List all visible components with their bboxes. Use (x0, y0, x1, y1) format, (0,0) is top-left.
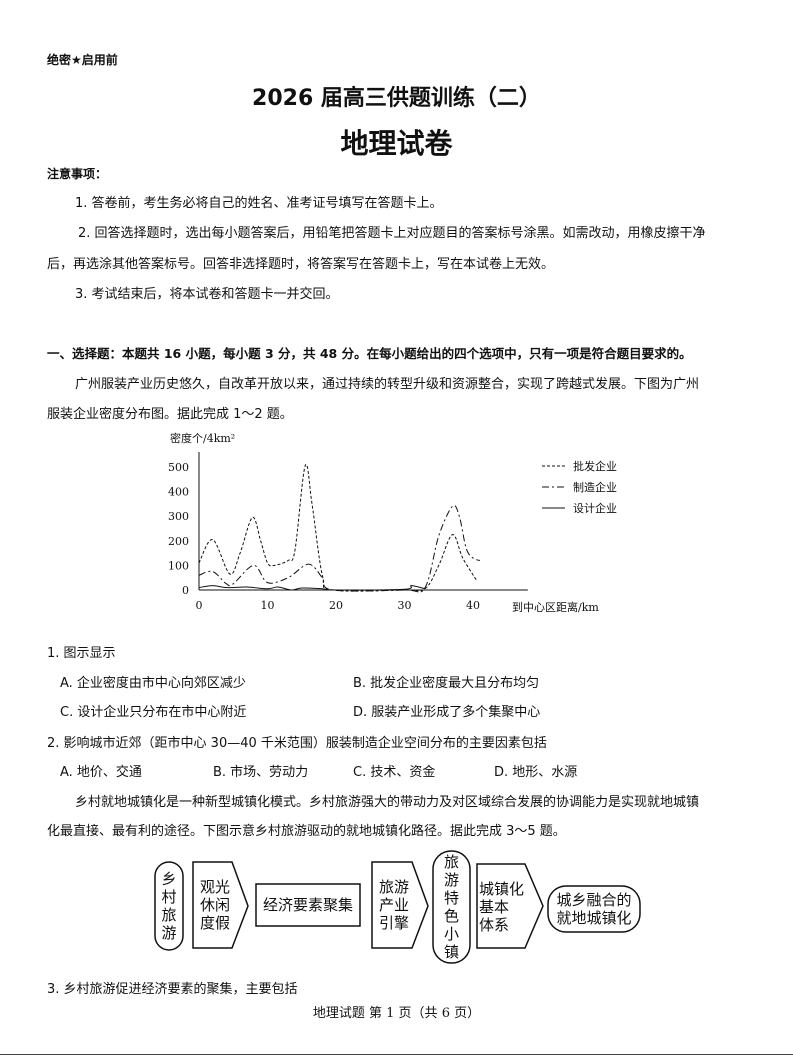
secrecy-label: 绝密★启用前 (47, 53, 118, 67)
intro-paragraph: 广州服装产业历史悠久，自改革开放以来，通过持续的转型升级和资源整合，实现了跨越式… (75, 377, 700, 392)
node-shape (255, 883, 361, 927)
y-axis-label: 密度个/4km² (170, 431, 235, 445)
node-shape (547, 885, 641, 933)
node-leisure: 观光 休闲 度假 (199, 878, 230, 932)
series-line-3 (198, 585, 426, 591)
x-tick-label: 30 (398, 599, 412, 612)
node-tourism-engine: 旅游 产业 引擎 (378, 878, 409, 932)
y-tick-label: 300 (168, 510, 189, 523)
q2-option-d: D. 地形、水源 (494, 765, 578, 780)
question-1-stem: 1. 图示显示 (47, 646, 116, 661)
node-tourism-town: 旅 游 特 色 小 镇 (443, 853, 459, 961)
bottom-rule (0, 1054, 793, 1055)
q2-option-a: A. 地价、交通 (60, 765, 142, 780)
q1-option-b: B. 批发企业密度最大且分布均匀 (353, 676, 540, 691)
question-3-stem: 3. 乡村旅游促进经济要素的聚集，主要包括 (47, 982, 298, 997)
node-urban-rural-integration: 城乡融合的 就地城镇化 (556, 891, 632, 927)
density-line-chart: 0 100 200 300 400 500 0 10 20 30 40 密度个/4km² 到中心区距离/… (168, 431, 617, 614)
q2-option-b: B. 市场、劳动力 (213, 765, 309, 780)
arrow-shape (192, 861, 249, 949)
x-axis-label: 到中心区距离/km (512, 600, 599, 614)
legend-label: 设计企业 (573, 501, 617, 515)
x-tick-label: 0 (196, 599, 203, 612)
question-2-stem: 2. 影响城市近郊（距市中心 30—40 千米范围）服装制造企业空间分布的主要因… (47, 736, 547, 751)
intro-paragraph: 乡村就地城镇化是一种新型城镇化模式。乡村旅游强大的带动力及对区域综合发展的协调能… (75, 795, 700, 810)
series-line-2 (198, 505, 481, 593)
y-tick-label: 500 (168, 461, 189, 474)
exam-title: 2026 届高三供题训练（二） (252, 86, 541, 111)
node-shape (154, 861, 184, 951)
q1-option-c: C. 设计企业只分布在市中心附近 (60, 705, 247, 720)
x-tick-label: 10 (261, 599, 275, 612)
node-rural-tourism: 乡 村 旅 游 (161, 870, 177, 942)
y-tick-label: 200 (168, 535, 189, 548)
node-shape (432, 850, 471, 964)
notice-line: 后，再选涂其他答案标号。回答非选择题时，将答案写在答题卡上，写在本试卷上无效。 (47, 257, 555, 272)
intro-paragraph: 服装企业密度分布图。据此完成 1～2 题。 (47, 407, 293, 422)
notice-heading: 注意事项： (47, 167, 108, 181)
legend-label: 批发企业 (573, 459, 617, 473)
section-heading: 一、选择题：本题共 16 小题，每小题 3 分，共 48 分。在每小题给出的四个… (47, 346, 692, 361)
y-tick-label: 0 (182, 584, 189, 597)
y-tick-label: 100 (168, 559, 189, 572)
subject-title: 地理试卷 (340, 127, 453, 160)
arrow-shape (476, 863, 544, 949)
notice-line: 3. 考试结束后，将本试卷和答题卡一并交回。 (75, 287, 339, 302)
q2-option-c: C. 技术、资金 (353, 765, 436, 780)
node-economic-agglomeration: 经济要素聚集 (262, 896, 353, 914)
q1-option-d: D. 服装产业形成了多个集聚中心 (353, 705, 541, 720)
intro-paragraph: 化最直接、最有利的途径。下图示意乡村旅游驱动的就地城镇化路径。据此完成 3～5 … (47, 824, 566, 839)
urbanization-path-diagram: 乡 村 旅 游 观光 休闲 度假 经济要素聚集 旅游 产业 引擎 旅 游 特 色… (150, 848, 650, 966)
node-urban-system: 城镇化 基本 体系 (479, 880, 525, 934)
page-footer: 地理试题 第 1 页（共 6 页） (312, 1006, 481, 1021)
x-tick-label: 20 (329, 599, 343, 612)
notice-line: 2. 回答选择题时，选出每小题答案后，用铅笔把答题卡上对应题目的答案标号涂黑。如… (78, 226, 706, 241)
y-tick-label: 400 (168, 486, 189, 499)
arrow-shape (371, 861, 429, 949)
legend-label: 制造企业 (573, 480, 617, 494)
notice-line: 1. 答卷前，考生务必将自己的姓名、准考证号填写在答题卡上。 (75, 196, 443, 211)
q1-option-a: A. 企业密度由市中心向郊区减少 (60, 676, 246, 691)
x-tick-label: 40 (466, 599, 480, 612)
series-line-1 (198, 463, 477, 592)
